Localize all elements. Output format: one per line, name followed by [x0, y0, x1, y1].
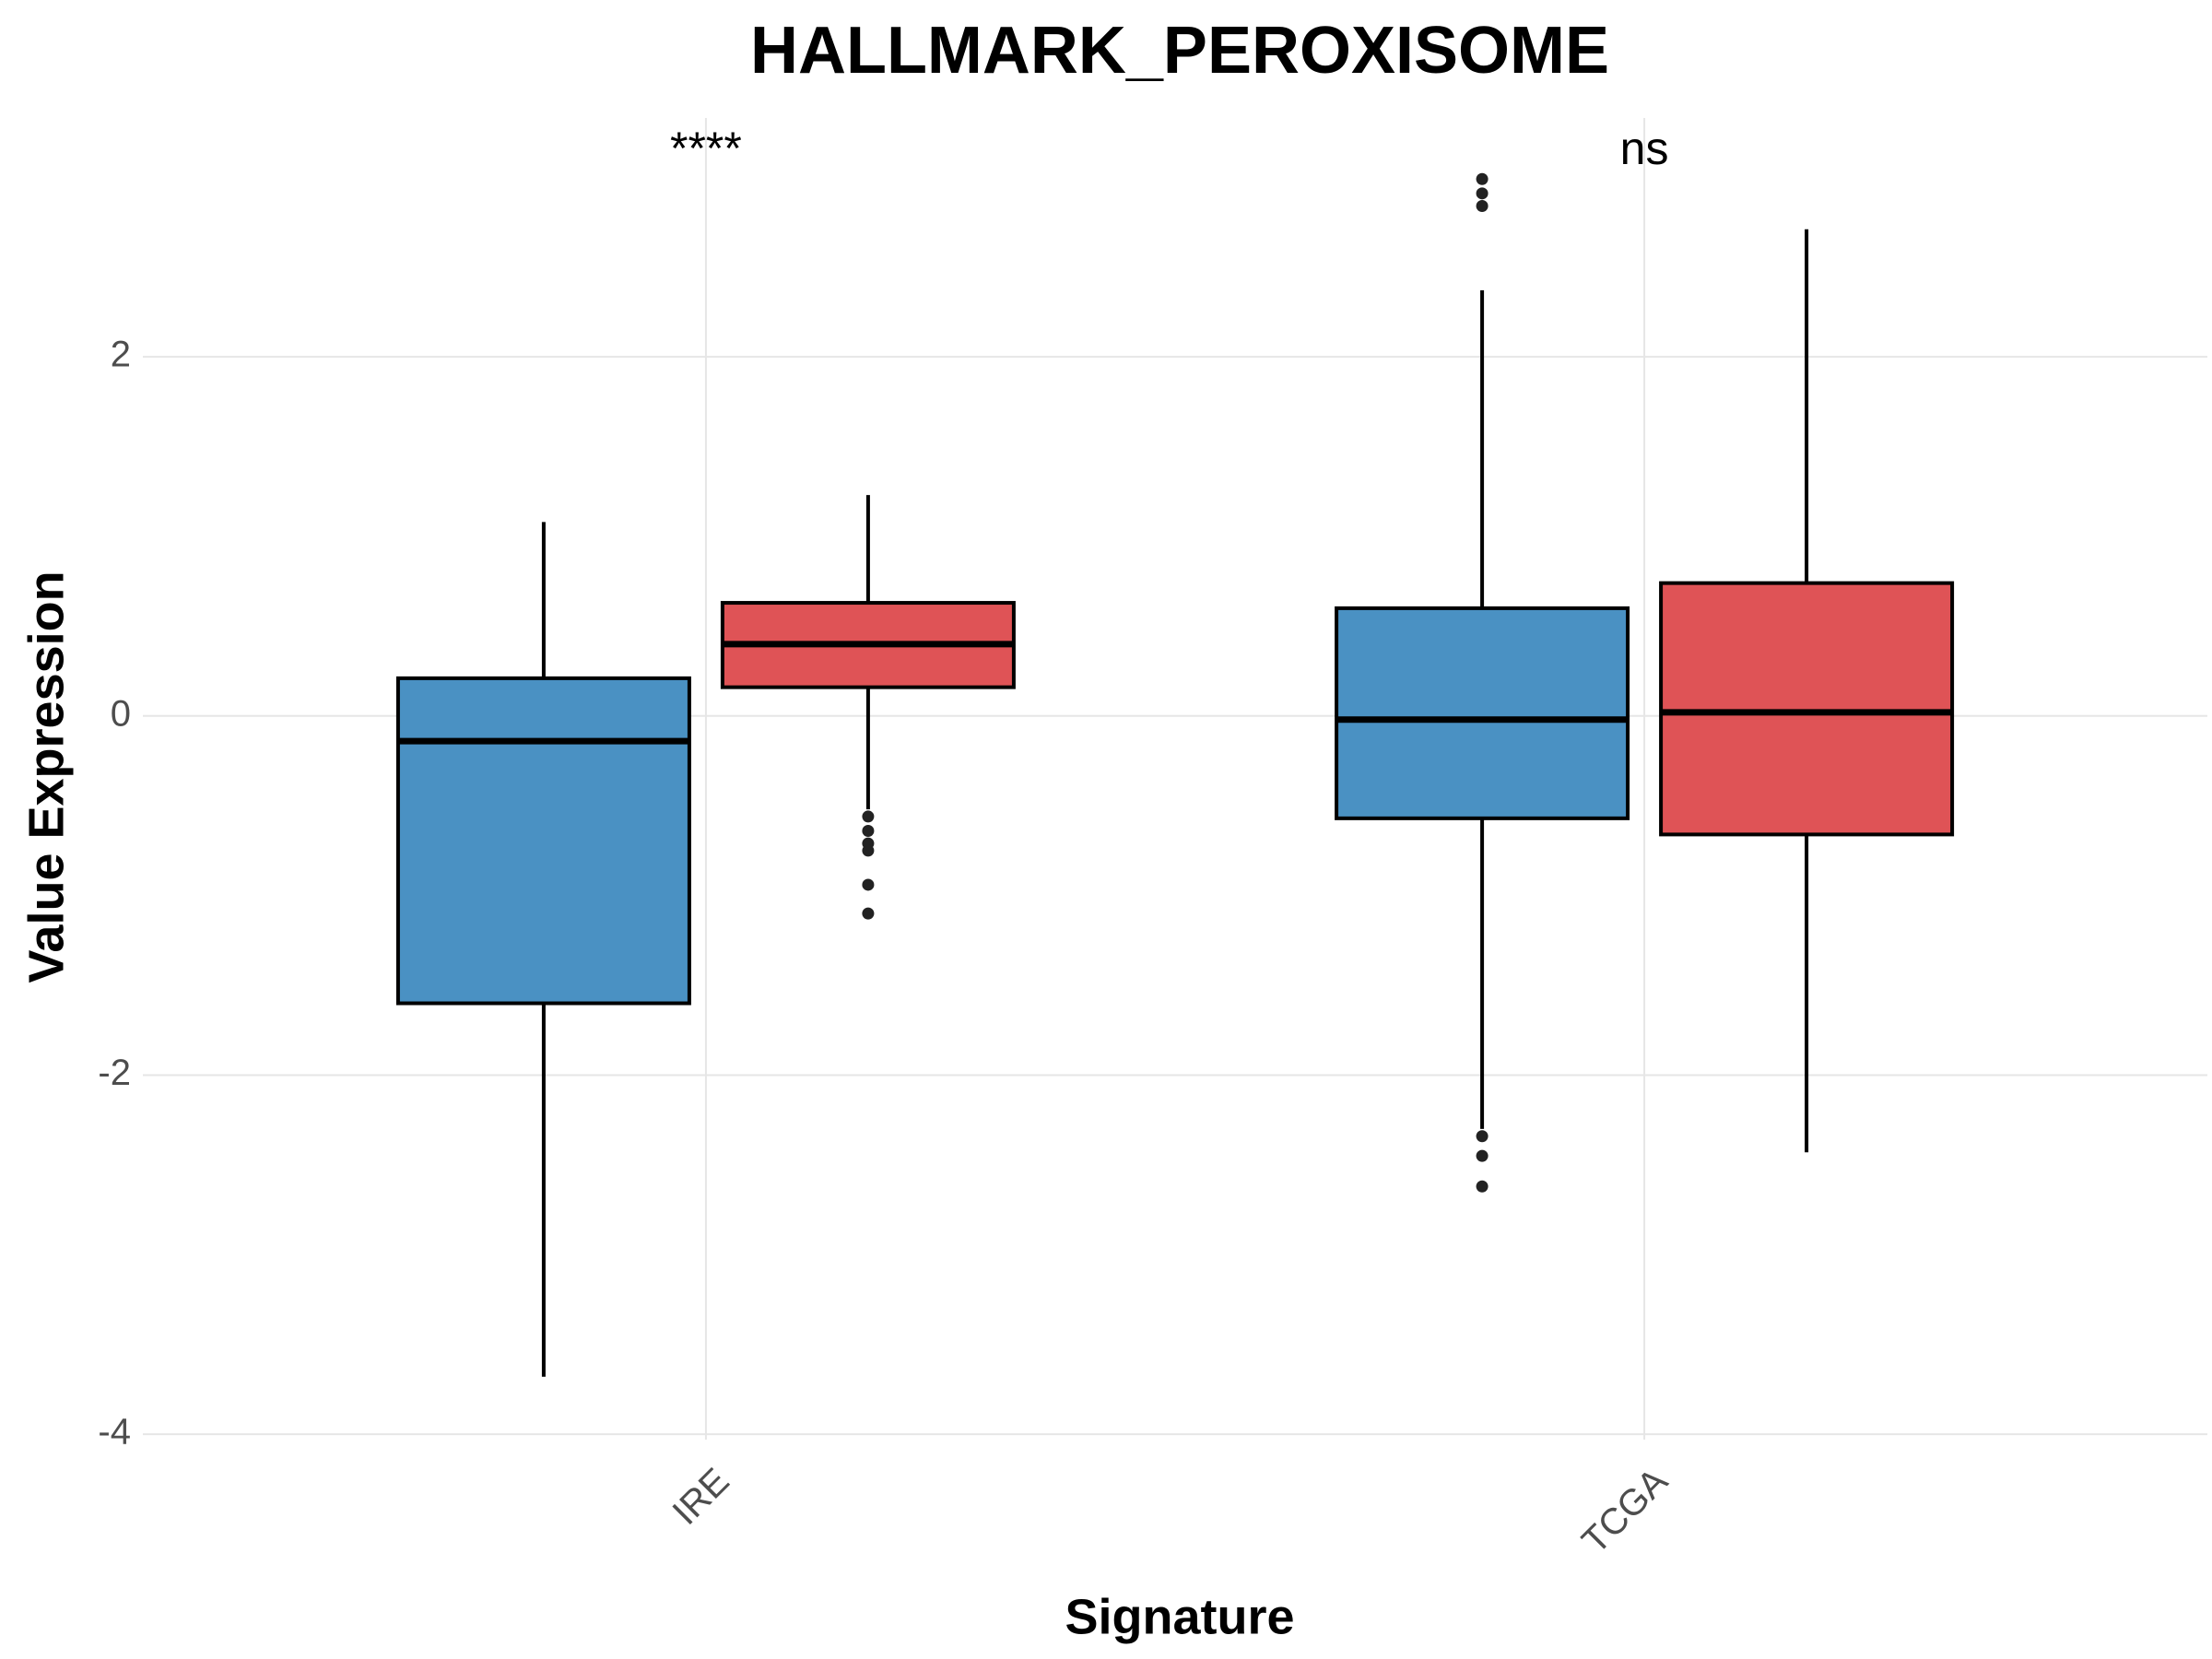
- chart-title: HALLMARK_PEROXISOME: [750, 14, 1609, 88]
- y-tick-label: -4: [98, 1412, 131, 1453]
- x-axis-label: Signature: [1065, 1589, 1294, 1644]
- outlier: [1476, 1130, 1488, 1143]
- outlier: [1476, 187, 1488, 200]
- plot-area: [395, 172, 1955, 1377]
- annotation: ns: [1620, 123, 1669, 174]
- y-tick-label: 0: [111, 693, 131, 734]
- outlier: [1476, 1180, 1488, 1193]
- outlier: [1476, 1149, 1488, 1162]
- y-tick-label: 2: [111, 335, 131, 375]
- x-tick-label: IRE: [665, 1461, 736, 1533]
- outlier: [862, 844, 875, 857]
- outlier: [862, 907, 875, 920]
- outlier: [1476, 199, 1488, 212]
- box: [395, 676, 691, 1006]
- y-axis-label: Value Expression: [18, 571, 74, 982]
- box: [1335, 606, 1630, 820]
- y-tick-label: -2: [98, 1053, 131, 1093]
- x-tick-label: TCGA: [1574, 1461, 1676, 1562]
- outlier: [1476, 172, 1488, 185]
- annotation: ****: [670, 123, 742, 174]
- box: [1659, 581, 1955, 837]
- outlier: [862, 825, 875, 838]
- outlier: [862, 878, 875, 891]
- outlier: [862, 810, 875, 823]
